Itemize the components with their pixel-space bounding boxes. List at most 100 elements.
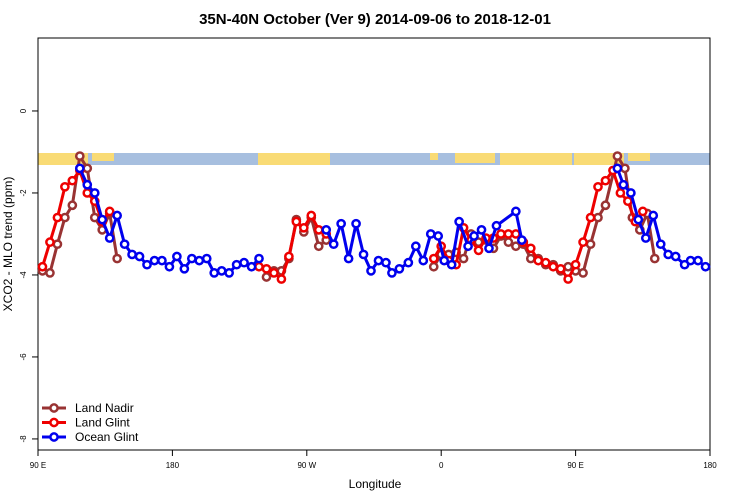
data-point	[618, 179, 629, 190]
data-point	[476, 225, 487, 235]
data-point	[418, 255, 429, 266]
data-point	[693, 255, 703, 266]
data-point	[484, 243, 494, 254]
data-point	[298, 222, 309, 233]
data-point	[511, 241, 521, 252]
data-point	[119, 239, 130, 250]
data-point	[446, 259, 457, 270]
data-point	[74, 163, 85, 174]
data-point	[201, 253, 212, 264]
data-point	[637, 206, 648, 217]
data-point	[186, 253, 197, 264]
data-point	[284, 251, 294, 262]
data-point	[585, 239, 596, 250]
data-point	[351, 218, 361, 229]
data-point	[194, 255, 205, 266]
data-point	[104, 233, 115, 243]
data-point	[97, 214, 108, 225]
data-point	[633, 214, 644, 225]
chart-title: 35N-40N October (Ver 9) 2014-09-06 to 20…	[199, 11, 551, 28]
data-point	[578, 268, 588, 278]
data-point	[511, 206, 521, 217]
data-point	[328, 239, 339, 250]
data-point	[600, 175, 611, 186]
data-point	[428, 253, 439, 264]
x-tick-label: 90 E	[567, 461, 583, 470]
data-point	[516, 235, 527, 245]
data-point	[373, 255, 384, 266]
data-point	[104, 206, 115, 217]
legend-marker	[49, 432, 59, 442]
x-tick-label: 180	[166, 461, 180, 470]
data-point	[410, 241, 421, 252]
data-point	[291, 216, 302, 227]
data-point	[615, 188, 626, 198]
data-point	[640, 233, 651, 243]
data-point	[428, 261, 439, 272]
data-point	[67, 175, 78, 186]
data-point	[496, 229, 506, 239]
data-point	[343, 253, 354, 264]
data-point	[593, 212, 603, 223]
data-point	[172, 251, 182, 262]
y-tick-label: -6	[19, 353, 28, 361]
legend-label: Ocean Glint	[75, 430, 139, 444]
data-point	[127, 249, 137, 260]
data-point	[254, 261, 264, 272]
data-point	[164, 261, 175, 272]
data-point	[60, 181, 70, 192]
data-point	[89, 212, 100, 223]
data-point	[224, 268, 234, 278]
data-point	[313, 225, 324, 235]
y-tick-label: -2	[19, 189, 28, 197]
data-point	[649, 253, 660, 264]
data-point	[52, 239, 63, 250]
data-point	[439, 255, 450, 266]
data-point	[612, 163, 623, 174]
data-point	[313, 241, 324, 252]
data-point	[358, 249, 369, 260]
plot-frame	[37, 37, 711, 451]
data-point	[209, 268, 220, 278]
data-point	[525, 253, 536, 264]
data-point	[670, 251, 681, 262]
data-point	[149, 255, 160, 266]
data-point	[52, 212, 63, 223]
data-point	[563, 261, 573, 272]
data-point	[246, 261, 257, 272]
data-point	[503, 229, 514, 239]
x-tick-label: 90 W	[297, 461, 316, 470]
data-point	[612, 151, 623, 161]
data-point	[454, 216, 464, 227]
data-point	[600, 200, 611, 211]
data-point	[179, 263, 190, 274]
data-point	[254, 253, 264, 264]
data-point	[700, 261, 711, 272]
data-point	[570, 259, 581, 270]
data-point	[533, 255, 544, 266]
y-tick-label: -8	[19, 435, 28, 443]
data-point	[45, 237, 55, 248]
x-tick-label: 90 E	[30, 461, 46, 470]
data-point	[548, 261, 559, 272]
data-point	[469, 231, 479, 241]
data-point	[231, 259, 242, 270]
legend-label: Land Glint	[75, 416, 130, 430]
data-point	[620, 163, 630, 174]
data-point	[112, 210, 122, 221]
data-point	[403, 257, 414, 268]
data-point	[387, 268, 397, 278]
data-point	[563, 274, 573, 284]
data-point	[655, 239, 666, 250]
data-point	[239, 257, 249, 268]
y-axis-label: XCO2 - MLO trend (ppm)	[1, 177, 15, 312]
data-point	[321, 225, 332, 235]
data-point	[503, 237, 514, 248]
data-point	[540, 257, 551, 268]
data-point	[306, 210, 317, 221]
data-point	[74, 151, 85, 161]
data-point	[67, 200, 78, 211]
data-point	[463, 241, 473, 252]
data-point	[134, 251, 145, 262]
data-point	[623, 196, 633, 207]
